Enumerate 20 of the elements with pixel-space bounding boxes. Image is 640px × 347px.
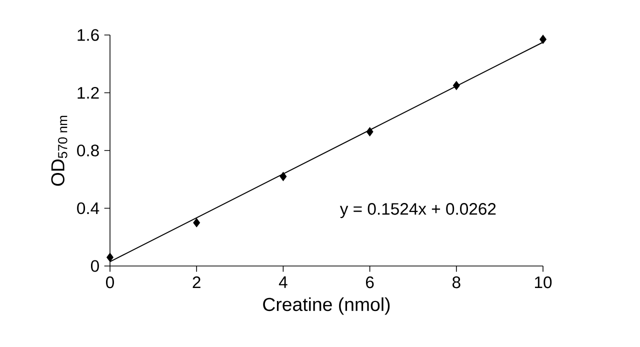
- x-tick-label: 10: [535, 276, 552, 288]
- point: [366, 127, 374, 136]
- y-tick-label: 0: [90, 260, 99, 272]
- point: [106, 252, 114, 262]
- x-tick-label: 6: [366, 276, 374, 288]
- x-tick-label: 2: [192, 276, 200, 288]
- point: [193, 218, 200, 228]
- y-tick-label: 0.4: [77, 202, 100, 214]
- x-tick-label: 4: [278, 276, 288, 288]
- point: [280, 172, 287, 182]
- x-tick-label: 0: [106, 276, 114, 288]
- y-tick-label: 1.2: [78, 86, 99, 99]
- y-tick-label: 0.8: [77, 144, 99, 156]
- y-tick-label: 1.6: [78, 29, 99, 41]
- point: [540, 34, 546, 44]
- x-tick-label: 8: [452, 276, 460, 288]
- annotation: y = 0.1524x + 0.0262: [340, 203, 496, 218]
- y-axis-title: OD$_{570 nm}$: [51, 116, 68, 186]
- x-axis-title: Creatine (nmol): [263, 297, 390, 315]
- point: [452, 80, 460, 90]
